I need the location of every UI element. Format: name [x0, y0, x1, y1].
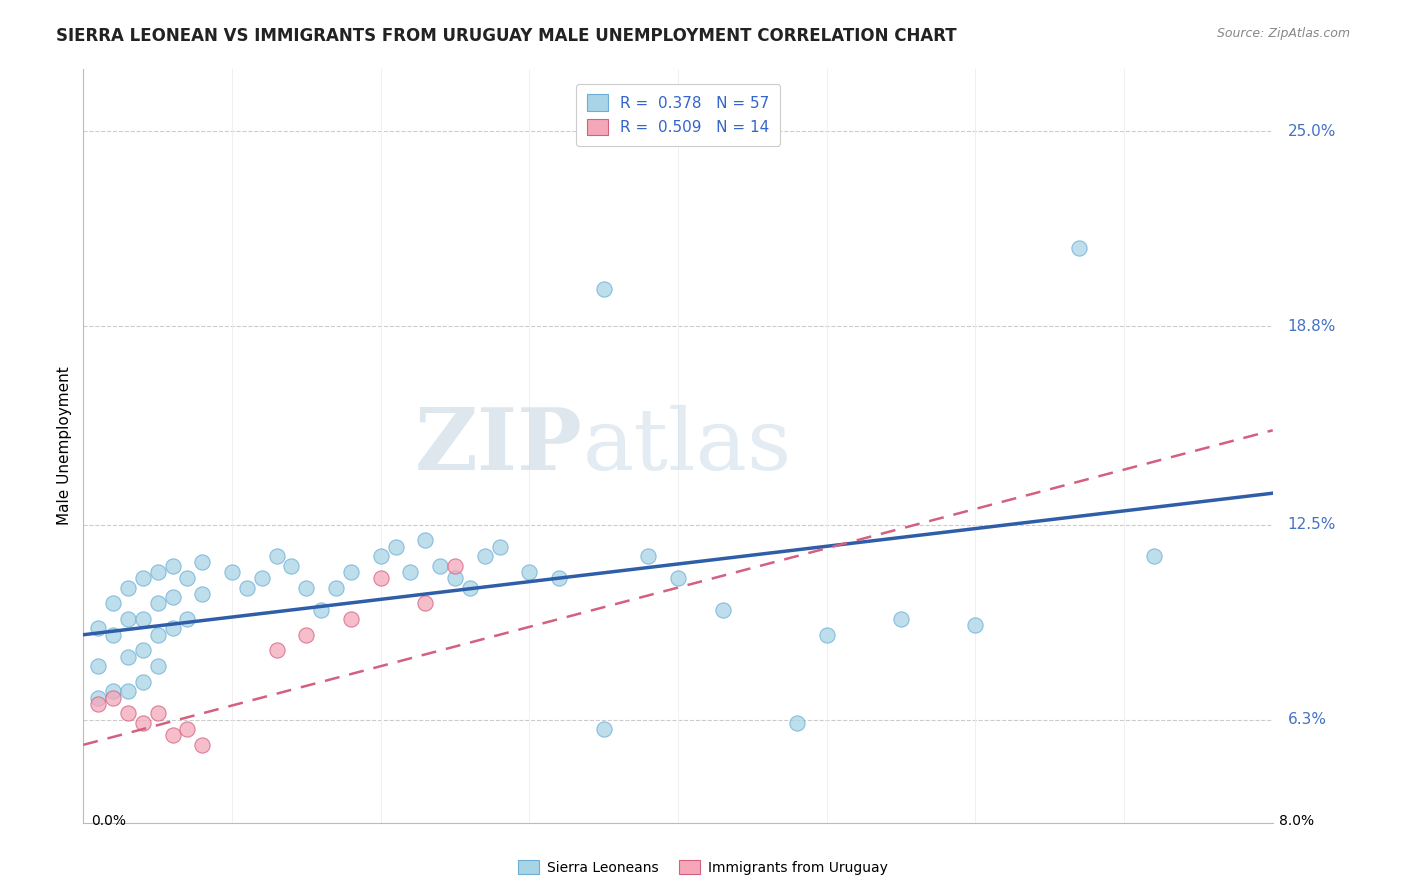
Point — [399, 565, 422, 579]
Point — [711, 602, 734, 616]
Point — [295, 581, 318, 595]
Point — [191, 555, 214, 569]
Text: SIERRA LEONEAN VS IMMIGRANTS FROM URUGUAY MALE UNEMPLOYMENT CORRELATION CHART: SIERRA LEONEAN VS IMMIGRANTS FROM URUGUA… — [56, 27, 957, 45]
Text: 6.3%: 6.3% — [1288, 712, 1327, 727]
Point — [429, 558, 451, 573]
Point — [101, 596, 124, 610]
Point — [146, 628, 169, 642]
Point — [117, 706, 139, 721]
Point — [162, 622, 184, 636]
Point — [266, 643, 288, 657]
Point — [132, 715, 155, 730]
Point — [87, 697, 110, 711]
Point — [266, 549, 288, 563]
Point — [384, 540, 406, 554]
Point — [1143, 549, 1166, 563]
Point — [236, 581, 259, 595]
Point — [786, 715, 808, 730]
Text: ZIP: ZIP — [415, 404, 583, 488]
Point — [666, 571, 689, 585]
Text: 8.0%: 8.0% — [1279, 814, 1315, 828]
Point — [965, 618, 987, 632]
Point — [592, 722, 614, 736]
Point — [548, 571, 571, 585]
Point — [101, 628, 124, 642]
Point — [280, 558, 302, 573]
Point — [146, 659, 169, 673]
Point — [637, 549, 659, 563]
Text: 12.5%: 12.5% — [1288, 517, 1336, 533]
Point — [592, 282, 614, 296]
Point — [370, 571, 392, 585]
Text: Source: ZipAtlas.com: Source: ZipAtlas.com — [1216, 27, 1350, 40]
Point — [191, 587, 214, 601]
Point — [101, 690, 124, 705]
Point — [87, 659, 110, 673]
Point — [309, 602, 332, 616]
Point — [413, 596, 436, 610]
Point — [162, 590, 184, 604]
Point — [370, 549, 392, 563]
Point — [340, 565, 363, 579]
Point — [488, 540, 510, 554]
Point — [117, 612, 139, 626]
Text: 18.8%: 18.8% — [1288, 319, 1336, 334]
Point — [87, 690, 110, 705]
Point — [325, 581, 347, 595]
Point — [815, 628, 838, 642]
Text: 0.0%: 0.0% — [91, 814, 127, 828]
Y-axis label: Male Unemployment: Male Unemployment — [58, 367, 72, 525]
Point — [221, 565, 243, 579]
Point — [444, 571, 467, 585]
Point — [132, 643, 155, 657]
Legend: R =  0.378   N = 57, R =  0.509   N = 14: R = 0.378 N = 57, R = 0.509 N = 14 — [576, 84, 780, 146]
Point — [117, 684, 139, 698]
Point — [1069, 241, 1091, 255]
Point — [101, 684, 124, 698]
Point — [413, 533, 436, 548]
Text: 25.0%: 25.0% — [1288, 124, 1336, 139]
Point — [117, 581, 139, 595]
Point — [517, 565, 540, 579]
Point — [162, 558, 184, 573]
Legend: Sierra Leoneans, Immigrants from Uruguay: Sierra Leoneans, Immigrants from Uruguay — [512, 855, 894, 880]
Text: atlas: atlas — [583, 404, 792, 488]
Point — [132, 571, 155, 585]
Point — [444, 558, 467, 573]
Point — [146, 565, 169, 579]
Point — [458, 581, 481, 595]
Point — [132, 612, 155, 626]
Point — [176, 571, 198, 585]
Point — [117, 649, 139, 664]
Point — [176, 612, 198, 626]
Point — [146, 706, 169, 721]
Point — [474, 549, 496, 563]
Point — [191, 738, 214, 752]
Point — [250, 571, 273, 585]
Point — [87, 622, 110, 636]
Point — [295, 628, 318, 642]
Point — [146, 596, 169, 610]
Point — [890, 612, 912, 626]
Point — [176, 722, 198, 736]
Point — [132, 674, 155, 689]
Point — [162, 728, 184, 742]
Point — [340, 612, 363, 626]
